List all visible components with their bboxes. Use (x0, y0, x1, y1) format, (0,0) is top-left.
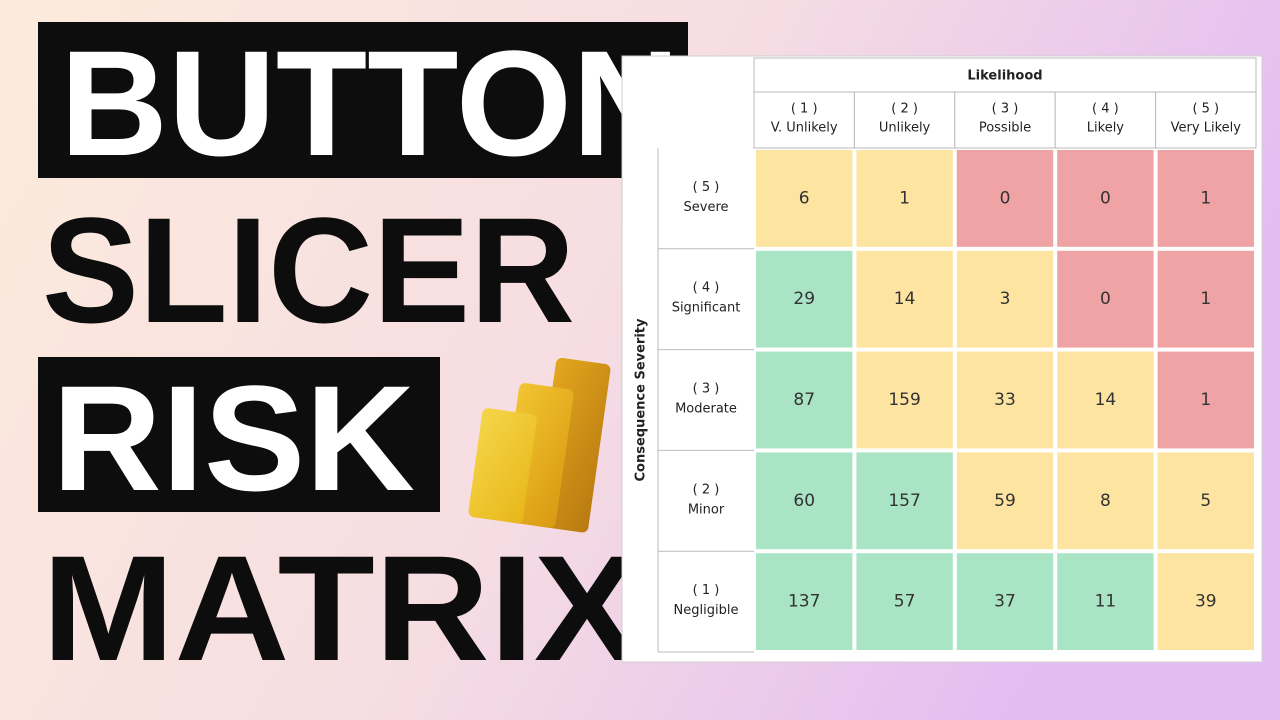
power-bi-logo (468, 357, 611, 533)
risk-matrix: Likelihood ( 1 ) V. Unlikely ( 2 ) Unlikely (… (634, 57, 1257, 653)
row-label: Significant (672, 301, 741, 316)
cell-value: 1 (1200, 390, 1211, 410)
matrix-cell (856, 553, 953, 650)
column-label: Possible (979, 121, 1031, 136)
matrix-cell (956, 150, 1054, 247)
matrix-cell (956, 553, 1054, 650)
title-word: SLICER (42, 186, 575, 354)
cell-value: 0 (1100, 188, 1111, 208)
cell-value: 57 (894, 592, 916, 612)
cell-value: 1 (1200, 289, 1211, 309)
row-number: ( 3 ) (693, 382, 720, 397)
cell-value: 59 (994, 491, 1016, 511)
cell-value: 157 (888, 491, 920, 511)
row-label: Negligible (674, 603, 739, 618)
cell-value: 1 (1200, 188, 1211, 208)
cell-value: 37 (994, 592, 1016, 612)
title-box (38, 22, 688, 178)
column-label: Unlikely (879, 121, 931, 136)
matrix-cell (856, 250, 953, 348)
column-header: Likelihood (967, 69, 1042, 84)
column-number: ( 1 ) (791, 102, 818, 117)
matrix-cell (756, 150, 853, 247)
matrix-cell (1057, 150, 1154, 247)
row-number: ( 1 ) (693, 583, 720, 598)
cell-value: 0 (1000, 188, 1011, 208)
cell-value: 1 (899, 188, 910, 208)
matrix-cell (1057, 452, 1154, 550)
row-number: ( 2 ) (693, 482, 720, 497)
row-number: ( 5 ) (693, 180, 720, 195)
matrix-cell (1157, 452, 1254, 550)
logo-bar (468, 408, 537, 524)
row-label: Minor (688, 502, 725, 517)
matrix-cell (856, 452, 953, 550)
column-number: ( 4 ) (1092, 102, 1119, 117)
matrix-cell (756, 250, 853, 348)
row-label: Moderate (675, 402, 737, 417)
cell-value: 39 (1195, 592, 1217, 612)
matrix-cell (1057, 250, 1154, 348)
cell-value: 87 (793, 390, 815, 410)
cell-value: 11 (1095, 592, 1117, 612)
matrix-cell (856, 351, 953, 449)
matrix-cell (1157, 250, 1254, 348)
row-number: ( 4 ) (693, 281, 720, 296)
title-word: RISK (52, 354, 415, 522)
header-cell (954, 91, 1056, 149)
column-label: Very Likely (1171, 121, 1242, 136)
matrix-cell (756, 553, 853, 650)
row-label: Severe (684, 200, 729, 215)
cell-value: 14 (894, 289, 916, 309)
cell-value: 5 (1200, 491, 1211, 511)
matrix-cell (756, 452, 853, 550)
matrix-cell (856, 150, 953, 247)
cell-value: 159 (888, 390, 920, 410)
matrix-cell (1057, 553, 1154, 650)
matrix-cell (1157, 553, 1254, 650)
cell-value: 60 (793, 491, 815, 511)
header-cell (1155, 91, 1257, 149)
cell-value: 14 (1095, 390, 1117, 410)
cell-value: 3 (1000, 289, 1011, 309)
title-word: MATRIX (42, 524, 640, 692)
matrix-cell (1057, 351, 1154, 449)
matrix-cell (956, 452, 1054, 550)
matrix-cell (756, 351, 853, 449)
column-label: Likely (1087, 121, 1125, 136)
column-label: V. Unlikely (771, 121, 838, 136)
cell-value: 8 (1100, 491, 1111, 511)
cell-value: 137 (788, 592, 820, 612)
column-number: ( 2 ) (891, 102, 918, 117)
matrix-cell (1157, 351, 1254, 449)
row-header: Consequence Severity (634, 318, 649, 482)
matrix-cell (956, 351, 1054, 449)
matrix-cell (956, 250, 1054, 348)
cell-value: 6 (799, 188, 810, 208)
matrix-cell (1157, 150, 1254, 247)
cell-value: 33 (994, 390, 1016, 410)
column-number: ( 3 ) (992, 102, 1019, 117)
title-word: BUTTON (60, 19, 680, 187)
cell-value: 29 (793, 289, 815, 309)
cell-value: 0 (1100, 289, 1111, 309)
title-box (38, 357, 440, 512)
column-number: ( 5 ) (1192, 102, 1219, 117)
